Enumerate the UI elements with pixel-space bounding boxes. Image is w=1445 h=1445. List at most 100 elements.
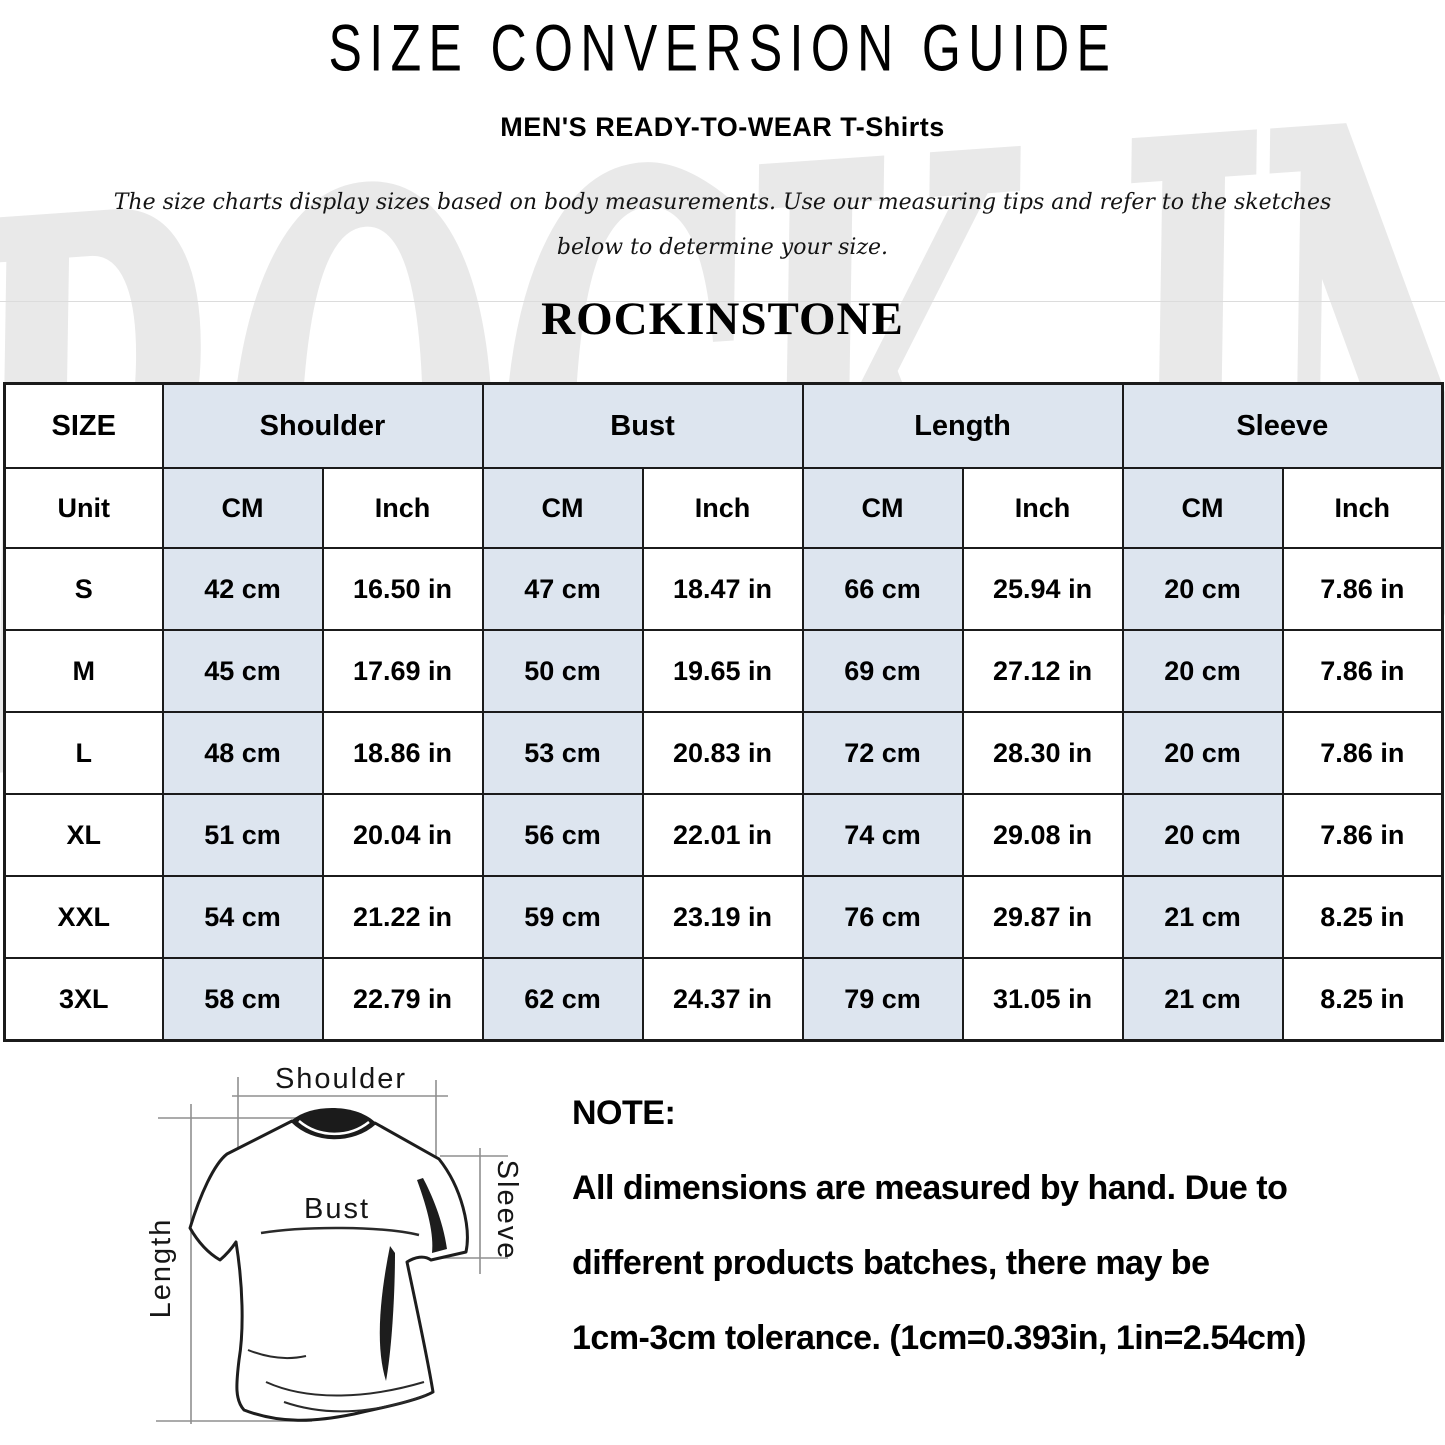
- value-cell: 20 cm: [1121, 547, 1284, 631]
- tshirt-measurement-diagram: Shoulder Bust Length Sleeve: [145, 1063, 523, 1424]
- group-header-length: Length: [801, 382, 1124, 469]
- size-cell: M: [3, 629, 164, 713]
- value-cell: 22.01 in: [641, 793, 804, 877]
- value-cell: 54 cm: [161, 875, 324, 959]
- size-conversion-table: SIZE Shoulder Bust Length Sleeve Unit CM…: [3, 382, 1445, 1042]
- group-header-sleeve: Sleeve: [1121, 382, 1444, 469]
- diagram-sleeve-label: Sleeve: [491, 1160, 523, 1261]
- value-cell: 28.30 in: [961, 711, 1124, 795]
- value-cell: 7.86 in: [1281, 793, 1444, 877]
- value-cell: 76 cm: [801, 875, 964, 959]
- value-cell: 7.86 in: [1281, 629, 1444, 713]
- value-cell: 72 cm: [801, 711, 964, 795]
- page-title: SIZE CONVERSION GUIDE: [0, 10, 1445, 84]
- value-cell: 50 cm: [481, 629, 644, 713]
- description-line-1: The size charts display sizes based on b…: [113, 190, 1332, 215]
- note-line: 1cm-3cm tolerance. (1cm=0.393in, 1in=2.5…: [572, 1319, 1306, 1357]
- value-cell: 31.05 in: [961, 957, 1124, 1042]
- value-cell: 19.65 in: [641, 629, 804, 713]
- value-cell: 25.94 in: [961, 547, 1124, 631]
- unit-cm-cell: CM: [801, 467, 964, 549]
- value-cell: 48 cm: [161, 711, 324, 795]
- diagram-length-label: Length: [145, 1218, 177, 1319]
- description-line-2: below to determine your size.: [556, 235, 889, 260]
- size-cell: XXL: [3, 875, 164, 959]
- group-header-shoulder: Shoulder: [161, 382, 484, 469]
- table-row: XL 51 cm 20.04 in 56 cm 22.01 in 74 cm 2…: [3, 793, 1444, 877]
- value-cell: 20 cm: [1121, 629, 1284, 713]
- value-cell: 51 cm: [161, 793, 324, 877]
- note-line: different products batches, there may be: [572, 1244, 1210, 1282]
- value-cell: 18.47 in: [641, 547, 804, 631]
- value-cell: 45 cm: [161, 629, 324, 713]
- value-cell: 66 cm: [801, 547, 964, 631]
- value-cell: 53 cm: [481, 711, 644, 795]
- note-block: NOTE: All dimensions are measured by han…: [572, 1076, 1412, 1376]
- value-cell: 7.86 in: [1281, 711, 1444, 795]
- group-header-bust: Bust: [481, 382, 804, 469]
- table-row: XXL 54 cm 21.22 in 59 cm 23.19 in 76 cm …: [3, 875, 1444, 959]
- value-cell: 47 cm: [481, 547, 644, 631]
- diagram-shoulder-label: Shoulder: [275, 1063, 407, 1095]
- horizontal-divider: [0, 301, 1445, 302]
- page-subtitle: MEN'S READY-TO-WEAR T-Shirts: [500, 112, 945, 142]
- size-cell: 3XL: [3, 957, 164, 1042]
- value-cell: 29.08 in: [961, 793, 1124, 877]
- size-cell: S: [3, 547, 164, 631]
- collar-inner-line: [298, 1120, 370, 1136]
- unit-inch-cell: Inch: [321, 467, 484, 549]
- unit-cm-cell: CM: [1121, 467, 1284, 549]
- value-cell: 21.22 in: [321, 875, 484, 959]
- unit-inch-cell: Inch: [1281, 467, 1444, 549]
- value-cell: 21 cm: [1121, 875, 1284, 959]
- value-cell: 69 cm: [801, 629, 964, 713]
- value-cell: 23.19 in: [641, 875, 804, 959]
- table-row: M 45 cm 17.69 in 50 cm 19.65 in 69 cm 27…: [3, 629, 1444, 713]
- size-cell: XL: [3, 793, 164, 877]
- table-row: 3XL 58 cm 22.79 in 62 cm 24.37 in 79 cm …: [3, 957, 1444, 1042]
- value-cell: 42 cm: [161, 547, 324, 631]
- bust-measure-line: [260, 1226, 420, 1237]
- value-cell: 29.87 in: [961, 875, 1124, 959]
- value-cell: 58 cm: [161, 957, 324, 1042]
- value-cell: 18.86 in: [321, 711, 484, 795]
- value-cell: 22.79 in: [321, 957, 484, 1042]
- diagram-bust-label: Bust: [304, 1193, 370, 1225]
- value-cell: 7.86 in: [1281, 547, 1444, 631]
- note-heading: NOTE:: [572, 1094, 676, 1132]
- value-cell: 20.04 in: [321, 793, 484, 877]
- unit-label-cell: Unit: [3, 467, 164, 549]
- table-row: S 42 cm 16.50 in 47 cm 18.47 in 66 cm 25…: [3, 547, 1444, 631]
- tshirt-outline: [188, 1119, 469, 1422]
- value-cell: 24.37 in: [641, 957, 804, 1042]
- value-cell: 21 cm: [1121, 957, 1284, 1042]
- brand-name: ROCKINSTONE: [541, 293, 904, 345]
- value-cell: 8.25 in: [1281, 875, 1444, 959]
- value-cell: 27.12 in: [961, 629, 1124, 713]
- value-cell: 79 cm: [801, 957, 964, 1042]
- size-header-cell: SIZE: [3, 382, 164, 469]
- unit-cm-cell: CM: [481, 467, 644, 549]
- torso-shading: [379, 1246, 395, 1381]
- value-cell: 59 cm: [481, 875, 644, 959]
- value-cell: 16.50 in: [321, 547, 484, 631]
- size-cell: L: [3, 711, 164, 795]
- value-cell: 20 cm: [1121, 793, 1284, 877]
- table-row: L 48 cm 18.86 in 53 cm 20.83 in 72 cm 28…: [3, 711, 1444, 795]
- value-cell: 74 cm: [801, 793, 964, 877]
- value-cell: 17.69 in: [321, 629, 484, 713]
- value-cell: 20.83 in: [641, 711, 804, 795]
- sleeve-shading: [417, 1178, 447, 1253]
- value-cell: 20 cm: [1121, 711, 1284, 795]
- unit-inch-cell: Inch: [641, 467, 804, 549]
- note-line: All dimensions are measured by hand. Due…: [572, 1169, 1288, 1207]
- unit-cm-cell: CM: [161, 467, 324, 549]
- value-cell: 56 cm: [481, 793, 644, 877]
- page-title-text: SIZE CONVERSION GUIDE: [328, 11, 1117, 85]
- wrinkle-lines: [247, 1349, 427, 1413]
- table-unit-row: Unit CM Inch CM Inch CM Inch CM Inch: [3, 467, 1444, 549]
- unit-inch-cell: Inch: [961, 467, 1124, 549]
- value-cell: 62 cm: [481, 957, 644, 1042]
- value-cell: 8.25 in: [1281, 957, 1444, 1042]
